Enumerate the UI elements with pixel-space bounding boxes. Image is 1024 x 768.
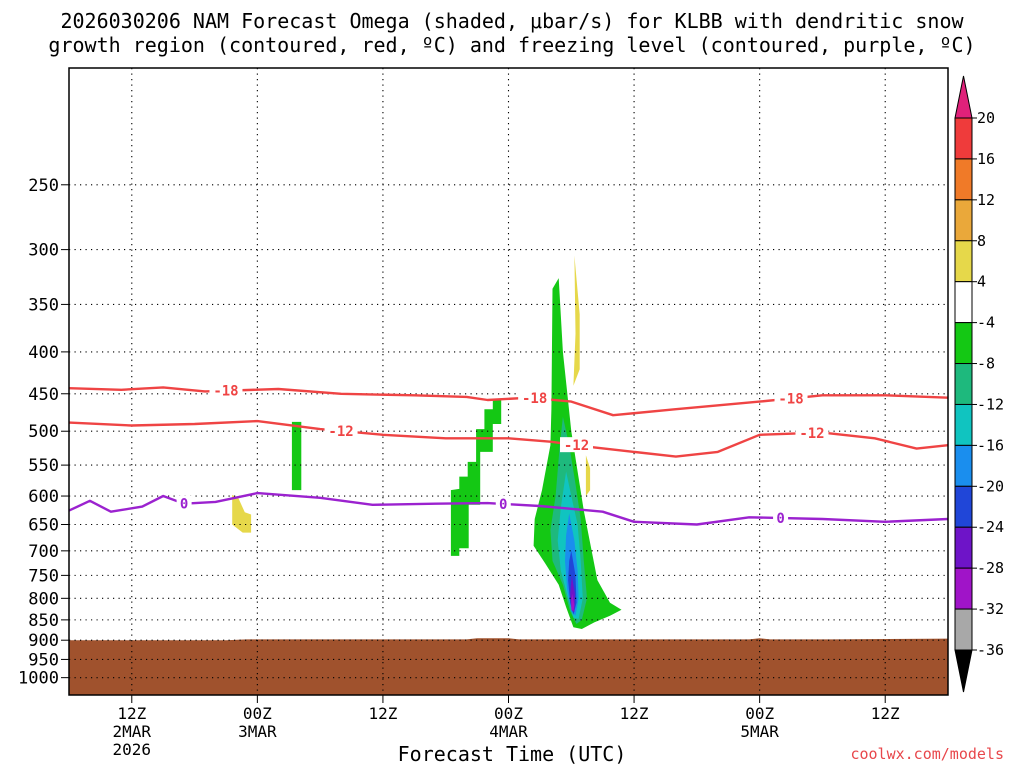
y-axis: 2503003504004505005506006507007508008509… <box>18 176 69 689</box>
colorbar: 20 16 12 8 4 -4 -8 -12 -16 -20 -24 -28 -32 -36 <box>954 75 1004 693</box>
colorbar-label: -4 <box>977 314 995 332</box>
y-tick-label: 650 <box>28 515 59 535</box>
terrain-fill <box>69 638 948 695</box>
colorbar-label: 4 <box>977 273 986 291</box>
colorbar-label: -16 <box>977 436 1004 454</box>
colorbar-block <box>954 444 973 487</box>
x-tick-label: 00Z <box>243 704 272 723</box>
colorbar-block <box>954 608 973 651</box>
colorbar-label: -24 <box>977 518 1004 536</box>
contour-label-bg <box>774 390 808 406</box>
contour-label-bg <box>518 390 552 406</box>
contour-label-bg <box>176 495 192 511</box>
contour-label: 0 <box>499 497 507 513</box>
contour-label-bg <box>795 424 829 440</box>
omega-region <box>573 255 580 386</box>
colorbar-block <box>954 117 973 160</box>
colorbar-block <box>954 199 973 242</box>
y-tick-label: 550 <box>28 456 59 476</box>
x-axis-label: Forecast Time (UTC) <box>397 742 627 766</box>
colorbar-label: 20 <box>977 109 995 127</box>
colorbar-label: 16 <box>977 150 995 168</box>
colorbar-bottom-arrow <box>954 649 973 693</box>
colorbar-label: -20 <box>977 477 1004 495</box>
y-tick-label: 950 <box>28 650 59 670</box>
contour-line <box>68 386 949 417</box>
contour-label: -12 <box>564 438 589 454</box>
colorbar-label: -8 <box>977 355 995 373</box>
colorbar-block <box>954 526 973 569</box>
colorbar-label: 8 <box>977 232 986 250</box>
colorbar-block <box>954 485 973 528</box>
credit-link[interactable]: coolwx.com/models <box>850 745 1004 763</box>
colorbar-block <box>954 567 973 610</box>
contour-label-bg <box>773 510 789 526</box>
x-tick-date-label: 3MAR <box>238 722 277 741</box>
omega-region <box>232 494 252 533</box>
contour-layer: -18 -18 -18 -12 -12 -12 0 0 0 <box>68 382 949 527</box>
omega-region <box>585 455 591 496</box>
y-tick-label: 700 <box>28 542 59 562</box>
colorbar-label: -12 <box>977 395 1004 413</box>
contour-label-bg <box>209 382 243 398</box>
contour-label: 0 <box>180 497 188 513</box>
omega-region <box>291 421 302 491</box>
x-tick-label: 12Z <box>117 704 146 723</box>
y-tick-label: 800 <box>28 589 59 609</box>
y-tick-label: 500 <box>28 422 59 442</box>
x-tick-label: 00Z <box>494 704 523 723</box>
y-tick-label: 850 <box>28 611 59 631</box>
colorbar-label: -36 <box>977 641 1004 659</box>
contour-label-bg <box>495 495 511 511</box>
contour-label: -18 <box>213 384 238 400</box>
omega-region <box>450 400 502 556</box>
colorbar-block <box>954 322 973 365</box>
x-tick-label: 00Z <box>745 704 774 723</box>
colorbar-block <box>954 363 973 405</box>
contour-label-bg <box>560 437 594 453</box>
chart-title: 2026030206 NAM Forecast Omega (shaded, μ… <box>60 9 964 33</box>
x-tick-year-label: 2026 <box>113 740 152 759</box>
x-tick-date-label: 4MAR <box>489 722 528 741</box>
y-tick-label: 1000 <box>18 669 59 689</box>
contour-line <box>68 491 949 526</box>
omega-region <box>571 593 575 612</box>
chart-subtitle: growth region (contoured, red, ºC) and f… <box>48 33 976 57</box>
y-tick-label: 450 <box>28 385 59 405</box>
y-tick-label: 250 <box>28 176 59 196</box>
y-tick-label: 900 <box>28 631 59 651</box>
grid-layer <box>69 68 948 695</box>
x-tick-label: 12Z <box>871 704 900 723</box>
colorbar-block <box>954 281 973 324</box>
y-tick-label: 300 <box>28 241 59 261</box>
y-tick-label: 750 <box>28 566 59 586</box>
contour-label: -12 <box>799 426 824 442</box>
y-tick-label: 350 <box>28 295 59 315</box>
colorbar-block <box>954 158 973 201</box>
x-tick-label: 12Z <box>368 704 397 723</box>
colorbar-block <box>954 403 973 446</box>
y-tick-label: 400 <box>28 343 59 363</box>
colorbar-label: -32 <box>977 600 1004 618</box>
colorbar-label: -28 <box>977 559 1004 577</box>
contour-label: -12 <box>328 424 353 440</box>
y-tick-label: 600 <box>28 487 59 507</box>
contour-label: -18 <box>522 391 547 407</box>
contour-label: 0 <box>776 511 784 527</box>
colorbar-label: 12 <box>977 191 995 209</box>
x-tick-date-label: 5MAR <box>740 722 779 741</box>
x-tick-label: 12Z <box>620 704 649 723</box>
x-tick-date-label: 2MAR <box>113 722 152 741</box>
contour-label: -18 <box>778 391 803 407</box>
colorbar-top-arrow <box>954 75 973 119</box>
colorbar-block <box>954 240 973 283</box>
contour-label-bg <box>324 422 358 438</box>
